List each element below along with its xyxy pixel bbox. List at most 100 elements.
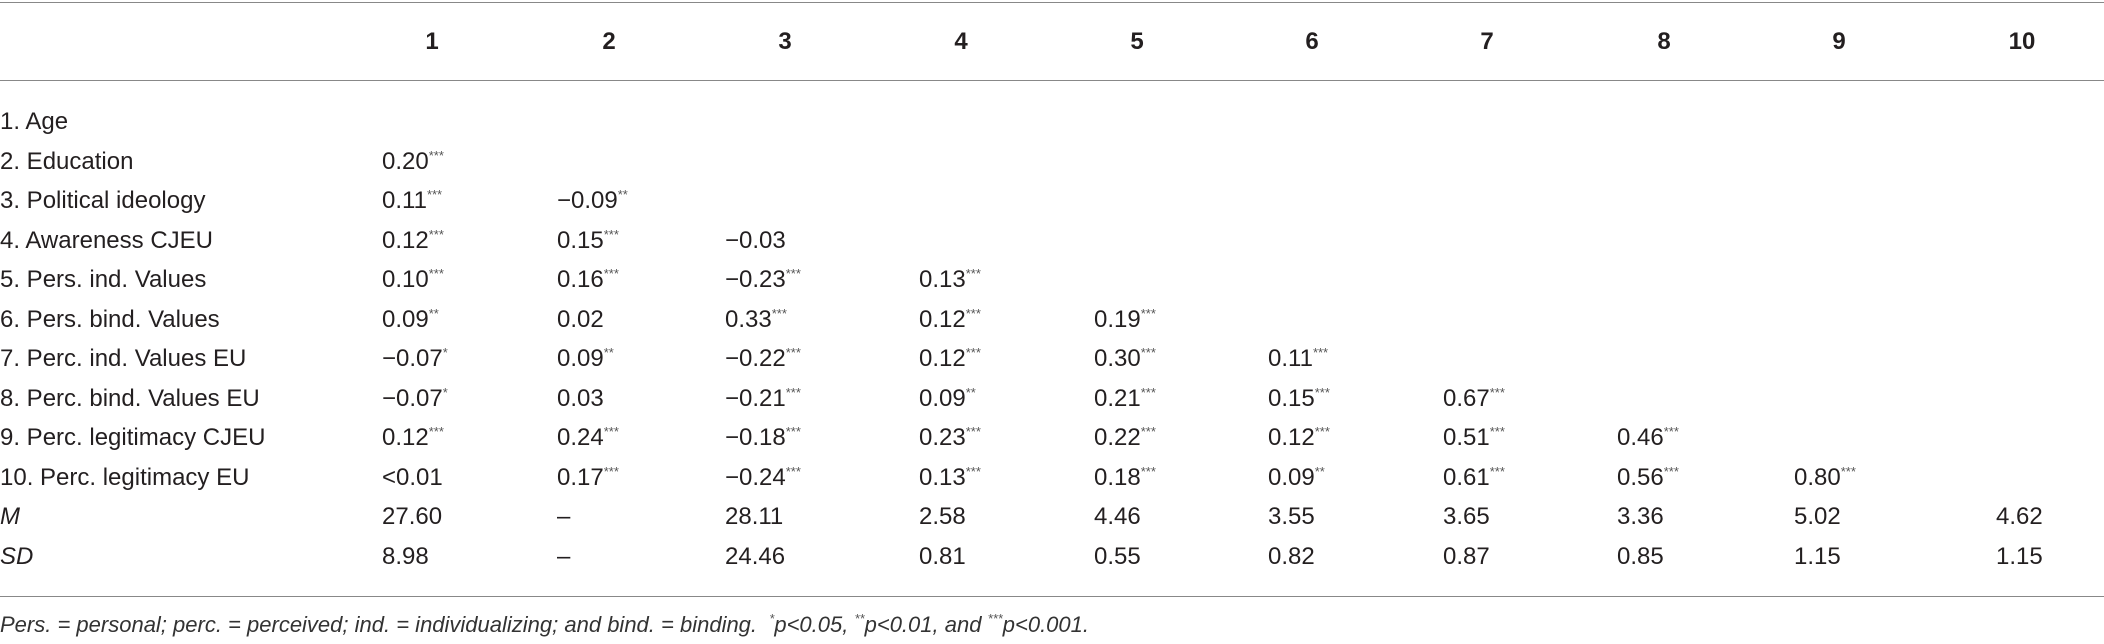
- column-header: 1: [425, 28, 439, 55]
- cell: 28.11: [725, 502, 783, 532]
- significance: ***: [428, 266, 444, 281]
- cell-value: −0.24: [725, 463, 786, 491]
- column-header: 8: [1657, 28, 1671, 55]
- cell: 0.22***: [1094, 423, 1156, 453]
- cell: −0.07*: [382, 384, 448, 414]
- footnote-note: p<0.01, and: [864, 612, 988, 637]
- column-header: 5: [1130, 28, 1144, 55]
- cell: 0.09**: [1268, 463, 1325, 493]
- cell: 0.13***: [919, 265, 981, 295]
- cell-value: 0.15: [1268, 384, 1315, 412]
- row-label: 4. Awareness CJEU: [0, 226, 213, 254]
- cell: 0.12***: [382, 226, 444, 256]
- significance: ***: [1140, 424, 1156, 439]
- cell: 4.62: [1996, 502, 2043, 532]
- cell: 0.12***: [382, 423, 444, 453]
- cell: 0.10***: [382, 265, 444, 295]
- cell: 5.02: [1794, 502, 1841, 532]
- cell: 0.11***: [382, 186, 442, 216]
- cell-value: <0.01: [382, 463, 443, 491]
- cell: 0.20***: [382, 147, 444, 177]
- cell-value: 0.61: [1443, 463, 1490, 491]
- cell-value: 0.51: [1443, 424, 1490, 451]
- cell: −0.23***: [725, 265, 801, 295]
- cell: 24.46: [725, 542, 785, 572]
- significance: ***: [1140, 345, 1156, 360]
- footnote-sig: ***: [987, 611, 1003, 626]
- significance: ***: [785, 266, 801, 281]
- cell: 27.60: [382, 502, 442, 532]
- cell-value: 3.36: [1617, 503, 1664, 530]
- cell-value: 3.65: [1443, 503, 1490, 530]
- significance: ***: [965, 424, 981, 439]
- row-label: 3. Political ideology: [0, 187, 206, 214]
- cell: 0.12***: [1268, 423, 1330, 453]
- significance: ***: [428, 424, 444, 439]
- cell-value: 0.09: [919, 384, 966, 412]
- significance: ***: [426, 187, 443, 202]
- row-label: 5. Pers. ind. Values: [0, 266, 207, 293]
- cell-value: 4.46: [1094, 503, 1141, 530]
- row-label: 10. Perc. legitimacy EU: [0, 463, 250, 491]
- cell-value: 0.11: [382, 187, 427, 214]
- cell: 0.12***: [919, 305, 981, 335]
- significance: ***: [1314, 384, 1330, 400]
- cell-value: 0.02: [557, 305, 604, 333]
- significance: ***: [428, 226, 444, 242]
- significance: ***: [603, 226, 619, 242]
- cell-value: 0.12: [919, 305, 966, 333]
- significance: ***: [785, 384, 801, 400]
- cell: 0.61***: [1443, 463, 1505, 493]
- column-header: 9: [1832, 28, 1846, 55]
- cell-value: 0.20: [382, 147, 429, 175]
- column-header: 6: [1305, 28, 1319, 55]
- cell: −0.21***: [725, 384, 801, 414]
- row-label: 2. Education: [0, 147, 134, 175]
- cell: 0.12***: [919, 344, 981, 374]
- cell-value: 0.13: [919, 463, 966, 491]
- cell: 0.67***: [1443, 384, 1505, 414]
- significance: **: [617, 187, 628, 202]
- cell-value: 4.62: [1996, 503, 2043, 530]
- cell-value: 0.03: [557, 384, 604, 412]
- cell-value: −0.18: [725, 424, 786, 451]
- cell: 0.18***: [1094, 463, 1156, 493]
- cell-value: 24.46: [725, 542, 786, 570]
- significance: ***: [965, 305, 981, 321]
- cell-value: 0.22: [1094, 424, 1141, 451]
- significance: ***: [771, 305, 787, 321]
- cell-value: 0.21: [1094, 384, 1141, 412]
- cell: 0.16***: [557, 265, 619, 295]
- significance: **: [965, 384, 976, 400]
- cell-value: 0.15: [557, 226, 604, 254]
- cell: −0.09**: [557, 186, 628, 216]
- cell: 0.09**: [557, 344, 614, 374]
- cell-value: 0.10: [382, 266, 429, 293]
- cell: 0.19***: [1094, 305, 1156, 335]
- row-label: 6. Pers. bind. Values: [0, 305, 220, 333]
- row-label: 1. Age: [0, 108, 69, 135]
- significance: ***: [1489, 384, 1505, 400]
- cell: 0.33***: [725, 305, 787, 335]
- significance: ***: [603, 463, 619, 479]
- significance: ***: [1140, 384, 1156, 400]
- cell: −0.24***: [725, 463, 801, 493]
- significance: ***: [965, 266, 981, 281]
- cell-value: –: [557, 503, 571, 530]
- cell: 0.15***: [1268, 384, 1330, 414]
- cell-value: 0.09: [1268, 463, 1315, 491]
- significance: ***: [1489, 463, 1505, 479]
- cell-value: 0.81: [919, 542, 966, 570]
- cell: 3.55: [1268, 502, 1315, 532]
- cell-value: 0.56: [1617, 463, 1664, 491]
- cell-value: −0.03: [725, 226, 786, 254]
- cell-value: 8.98: [382, 542, 429, 570]
- cell-value: 27.60: [382, 503, 443, 530]
- significance: **: [603, 345, 614, 360]
- column-header: 2: [602, 28, 616, 55]
- cell-value: 0.11: [1268, 345, 1313, 372]
- cell-value: 0.12: [382, 424, 429, 451]
- cell-value: −0.07: [382, 345, 443, 372]
- cell: 0.85: [1617, 542, 1664, 572]
